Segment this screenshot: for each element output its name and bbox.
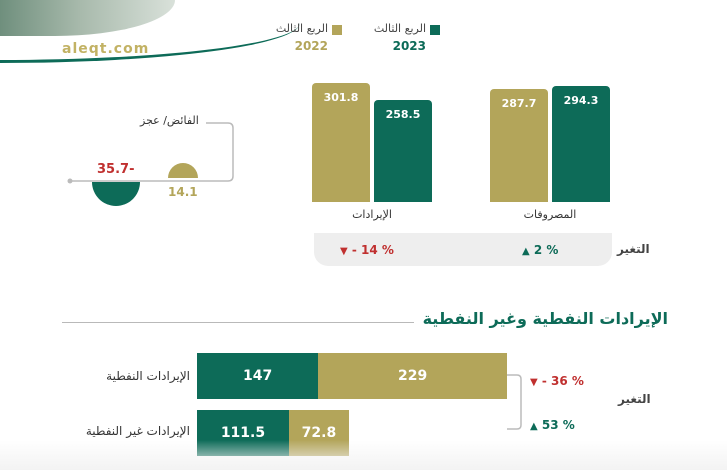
balance-semicircle-2022 bbox=[168, 163, 198, 178]
change-revenues: ▼ - 14 % bbox=[340, 243, 394, 257]
change-bar-top bbox=[314, 233, 612, 266]
change-oil: ▼ - 36 % bbox=[530, 374, 584, 388]
balance-semicircle-2023 bbox=[92, 182, 140, 206]
change-nonoil-value: 53 % bbox=[541, 418, 575, 432]
double-up-arrow-icon: ▲ bbox=[530, 421, 538, 432]
hbar-label-oil: الإيرادات النفطية bbox=[106, 369, 190, 383]
change-expenditures: ▲ 2 % bbox=[522, 243, 558, 257]
footer-fade bbox=[0, 440, 727, 470]
balance-bracket bbox=[70, 122, 234, 182]
balance-value-2022: 14.1 bbox=[168, 185, 198, 199]
vertical-bar-chart: 301.8 258.5 الإيرادات 287.7 294.3 المصروفات bbox=[300, 80, 630, 226]
legend-swatch-2022 bbox=[332, 25, 342, 35]
change-label-bottom: التغير bbox=[618, 392, 651, 406]
legend-name-2023: الربع الثالث bbox=[373, 22, 426, 35]
hbar-segment-2022: 229 bbox=[318, 353, 507, 399]
hbar-bracket-line bbox=[507, 374, 522, 430]
hbar-segment-2023: 147 bbox=[197, 353, 319, 399]
balance-value-2023: 35.7- bbox=[97, 162, 135, 177]
bar-2023 bbox=[552, 86, 610, 202]
bar-value-2023: 258.5 bbox=[385, 108, 421, 122]
bar-value-2023: 294.3 bbox=[563, 94, 599, 108]
legend-name-2022: الربع الثالث bbox=[275, 22, 328, 35]
double-up-arrow-icon: ▲ bbox=[522, 246, 530, 257]
change-revenues-value: - 14 % bbox=[351, 243, 394, 257]
brand-label: aleqt.com bbox=[62, 41, 150, 57]
double-down-arrow-icon: ▼ bbox=[530, 377, 538, 388]
change-expenditures-value: 2 % bbox=[533, 243, 559, 257]
legend-year-2023: 2023 bbox=[392, 39, 426, 53]
balance-bracket-dot bbox=[67, 178, 73, 184]
hbar-oil: 147 229 bbox=[197, 353, 507, 399]
bar-2023 bbox=[374, 100, 432, 202]
hbar-label-nonoil: الإيرادات غير النفطية bbox=[85, 424, 190, 438]
change-label-top: التغير bbox=[617, 242, 650, 256]
bar-value-2022: 301.8 bbox=[323, 91, 359, 105]
legend-swatch-2023 bbox=[430, 25, 440, 35]
category-label: المصروفات bbox=[523, 208, 577, 221]
change-oil-value: - 36 % bbox=[541, 374, 584, 388]
legend-year-2022: 2022 bbox=[294, 39, 328, 53]
change-nonoil: ▲ 53 % bbox=[530, 418, 575, 432]
balance-title: الفائض/ عجز bbox=[140, 114, 199, 127]
bar-value-2022: 287.7 bbox=[501, 96, 537, 110]
bar-2022 bbox=[490, 88, 548, 202]
hbar-bracket bbox=[507, 374, 522, 430]
legend-2022: الربع الثالث 2022 bbox=[252, 22, 342, 56]
category-label: الإيرادات bbox=[352, 208, 392, 221]
bar-2022 bbox=[312, 83, 370, 202]
section-divider bbox=[62, 322, 414, 323]
double-down-arrow-icon: ▼ bbox=[340, 246, 348, 257]
balance-graphic bbox=[67, 122, 234, 206]
section-title: الإيرادات النفطية وغير النفطية bbox=[422, 309, 668, 328]
legend-2023: الربع الثالث 2023 bbox=[350, 22, 440, 56]
